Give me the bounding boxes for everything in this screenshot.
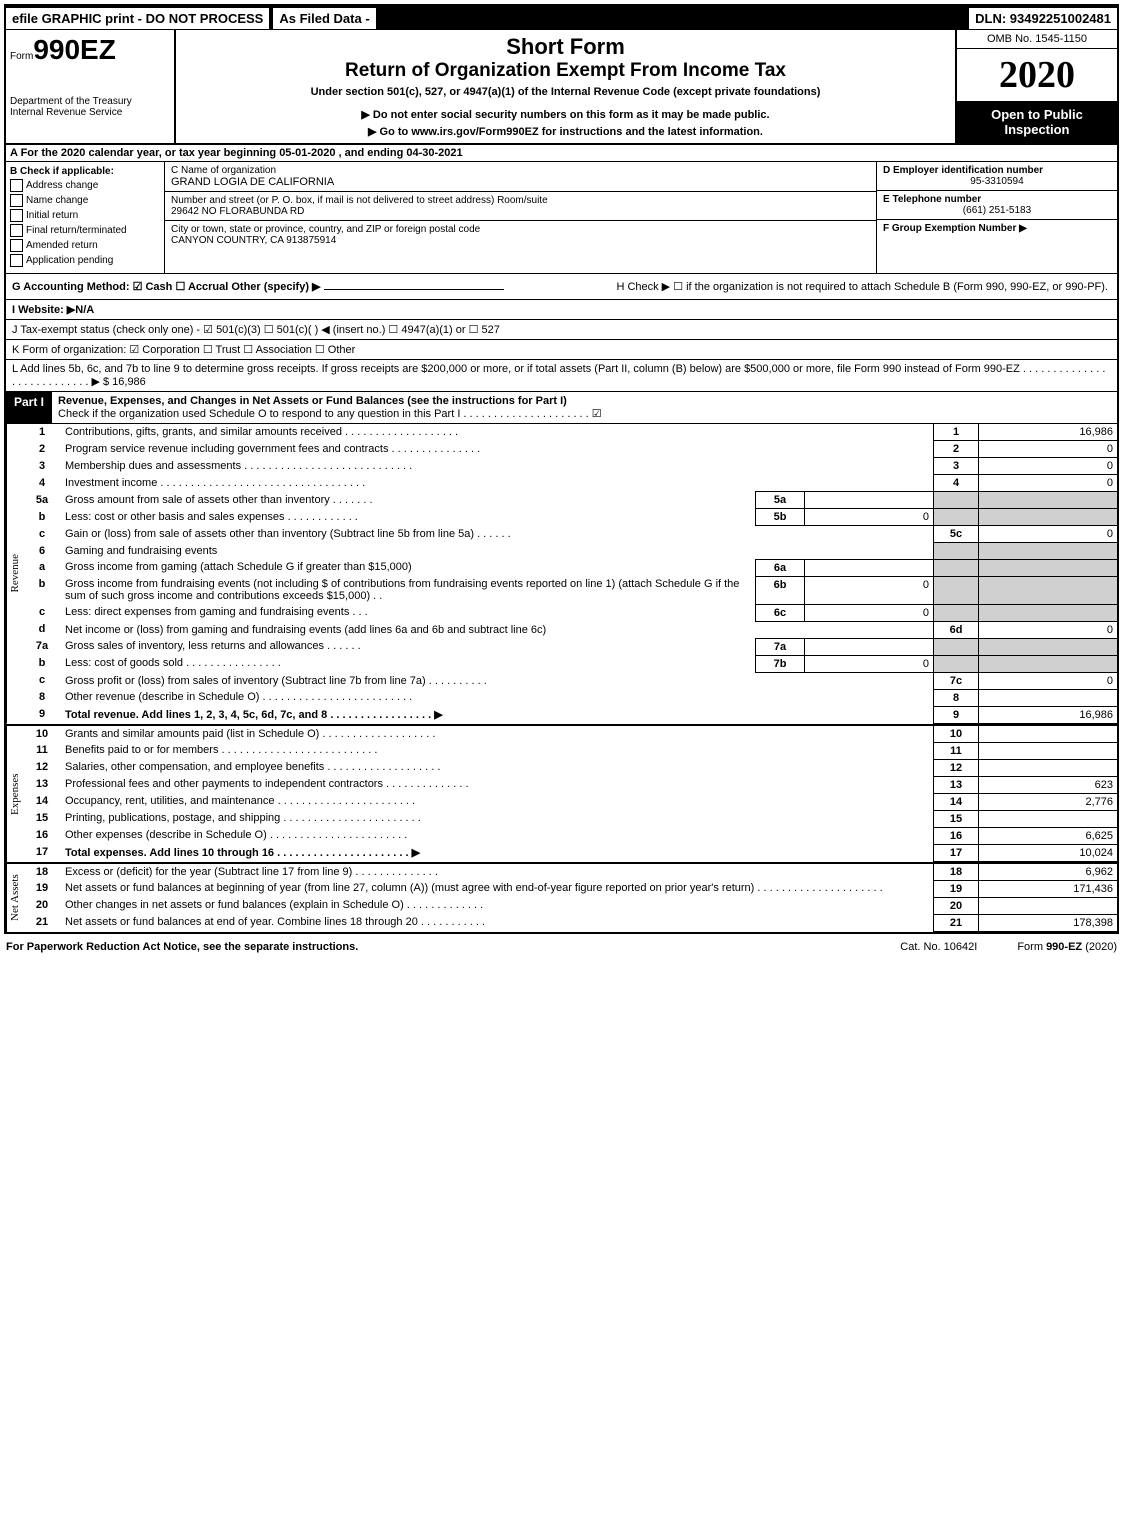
line-21: 21 Net assets or fund balances at end of… (23, 914, 1117, 931)
line-4: 4 Investment income . . . . . . . . . . … (23, 475, 1117, 492)
group-label: F Group Exemption Number ▶ (883, 223, 1111, 234)
expenses-table: 10 Grants and similar amounts paid (list… (23, 726, 1117, 862)
line-11: 11 Benefits paid to or for members . . .… (23, 742, 1117, 759)
row-i: I Website: ▶N/A (6, 300, 1117, 320)
footer-right: Form 990-EZ (2020) (1017, 941, 1117, 953)
row-k: K Form of organization: ☑ Corporation ☐ … (6, 340, 1117, 360)
check-address[interactable]: Address change (10, 179, 160, 192)
revenue-section: Revenue 1 Contributions, gifts, grants, … (6, 424, 1117, 726)
dln-label: DLN: 93492251002481 (969, 8, 1117, 29)
footer-left: For Paperwork Reduction Act Notice, see … (6, 941, 358, 953)
street: 29642 NO FLORABUNDA RD (171, 206, 870, 217)
footer: For Paperwork Reduction Act Notice, see … (0, 938, 1123, 956)
line-2: 2 Program service revenue including gove… (23, 441, 1117, 458)
section-c: C Name of organization GRAND LOGIA DE CA… (165, 162, 876, 273)
dept-treasury: Department of the Treasury (10, 96, 170, 107)
part1-label: Part I (6, 392, 52, 423)
row-h: H Check ▶ ☐ if the organization is not r… (616, 280, 1111, 293)
header-center: Short Form Return of Organization Exempt… (176, 30, 955, 143)
phone-label: E Telephone number (883, 194, 1111, 205)
line-7c: c Gross profit or (loss) from sales of i… (23, 672, 1117, 689)
line-6b: b Gross income from fundraising events (… (23, 576, 1117, 604)
form-number: 990EZ (33, 34, 116, 65)
line-20: 20 Other changes in net assets or fund b… (23, 897, 1117, 914)
line-7a: 7a Gross sales of inventory, less return… (23, 638, 1117, 655)
line-6d: d Net income or (loss) from gaming and f… (23, 621, 1117, 638)
ein-label: D Employer identification number (883, 165, 1111, 176)
subtitle: Under section 501(c), 527, or 4947(a)(1)… (186, 86, 945, 98)
street-label: Number and street (or P. O. box, if mail… (171, 195, 870, 206)
tax-year: 2020 (957, 49, 1117, 101)
omb-number: OMB No. 1545-1150 (957, 30, 1117, 49)
line-17: 17 Total expenses. Add lines 10 through … (23, 844, 1117, 861)
efile-label: efile GRAPHIC print - DO NOT PROCESS (6, 8, 269, 29)
section-b: B Check if applicable: Address change Na… (6, 162, 165, 273)
other-specify-input[interactable] (324, 289, 504, 290)
check-pending[interactable]: Application pending (10, 254, 160, 267)
city-label: City or town, state or province, country… (171, 224, 870, 235)
netassets-side-label: Net Assets (6, 864, 23, 932)
check-name[interactable]: Name change (10, 194, 160, 207)
line-18: 18 Excess or (deficit) for the year (Sub… (23, 864, 1117, 881)
line-14: 14 Occupancy, rent, utilities, and maint… (23, 793, 1117, 810)
expenses-side-label: Expenses (6, 726, 23, 862)
line-13: 13 Professional fees and other payments … (23, 776, 1117, 793)
part1-title: Revenue, Expenses, and Changes in Net As… (52, 392, 608, 423)
section-d: D Employer identification number 95-3310… (876, 162, 1117, 273)
line-5a: 5a Gross amount from sale of assets othe… (23, 492, 1117, 509)
section-b-title: B Check if applicable: (10, 166, 160, 177)
section-a: A For the 2020 calendar year, or tax yea… (6, 145, 1117, 162)
top-bar: efile GRAPHIC print - DO NOT PROCESS As … (6, 6, 1117, 30)
check-initial[interactable]: Initial return (10, 209, 160, 222)
expenses-section: Expenses 10 Grants and similar amounts p… (6, 726, 1117, 864)
line-7b: b Less: cost of goods sold . . . . . . .… (23, 655, 1117, 672)
line-5c: c Gain or (loss) from sale of assets oth… (23, 526, 1117, 543)
line-10: 10 Grants and similar amounts paid (list… (23, 726, 1117, 743)
netassets-section: Net Assets 18 Excess or (deficit) for th… (6, 864, 1117, 932)
row-g: G Accounting Method: ☑ Cash ☐ Accrual Ot… (12, 280, 616, 293)
line-16: 16 Other expenses (describe in Schedule … (23, 827, 1117, 844)
check-final[interactable]: Final return/terminated (10, 224, 160, 237)
revenue-side-label: Revenue (6, 424, 23, 724)
row-j: J Tax-exempt status (check only one) - ☑… (6, 320, 1117, 340)
city: CANYON COUNTRY, CA 913875914 (171, 235, 870, 246)
line-8: 8 Other revenue (describe in Schedule O)… (23, 689, 1117, 706)
main-info: B Check if applicable: Address change Na… (6, 162, 1117, 274)
line-19: 19 Net assets or fund balances at beginn… (23, 880, 1117, 897)
line-3: 3 Membership dues and assessments . . . … (23, 458, 1117, 475)
ssn-note: ▶ Do not enter social security numbers o… (186, 108, 945, 121)
short-form-title: Short Form (186, 34, 945, 60)
return-title: Return of Organization Exempt From Incom… (186, 60, 945, 82)
open-public: Open to Public Inspection (957, 101, 1117, 143)
footer-mid: Cat. No. 10642I (900, 941, 977, 953)
header-left: Form990EZ Department of the Treasury Int… (6, 30, 176, 143)
netassets-table: 18 Excess or (deficit) for the year (Sub… (23, 864, 1117, 932)
line-12: 12 Salaries, other compensation, and emp… (23, 759, 1117, 776)
header-right: OMB No. 1545-1150 2020 Open to Public In… (955, 30, 1117, 143)
row-l: L Add lines 5b, 6c, and 7b to line 9 to … (6, 360, 1117, 392)
line-6a: a Gross income from gaming (attach Sched… (23, 559, 1117, 576)
revenue-table: 1 Contributions, gifts, grants, and simi… (23, 424, 1117, 724)
goto-note: ▶ Go to www.irs.gov/Form990EZ for instru… (186, 125, 945, 138)
form-prefix: Form (10, 51, 33, 62)
check-amended[interactable]: Amended return (10, 239, 160, 252)
header: Form990EZ Department of the Treasury Int… (6, 30, 1117, 145)
row-gh: G Accounting Method: ☑ Cash ☐ Accrual Ot… (6, 274, 1117, 300)
line-5b: b Less: cost or other basis and sales ex… (23, 509, 1117, 526)
ein: 95-3310594 (883, 176, 1111, 187)
org-name-label: C Name of organization (171, 165, 870, 176)
org-name: GRAND LOGIA DE CALIFORNIA (171, 176, 870, 188)
as-filed-label: As Filed Data - (273, 8, 375, 29)
irs-label: Internal Revenue Service (10, 107, 170, 118)
line-6c: c Less: direct expenses from gaming and … (23, 604, 1117, 621)
phone: (661) 251-5183 (883, 205, 1111, 216)
line-9: 9 Total revenue. Add lines 1, 2, 3, 4, 5… (23, 706, 1117, 723)
line-1: 1 Contributions, gifts, grants, and simi… (23, 424, 1117, 441)
form-container: efile GRAPHIC print - DO NOT PROCESS As … (4, 4, 1119, 934)
part1-header-row: Part I Revenue, Expenses, and Changes in… (6, 392, 1117, 424)
line-15: 15 Printing, publications, postage, and … (23, 810, 1117, 827)
line-6: 6 Gaming and fundraising events (23, 543, 1117, 560)
